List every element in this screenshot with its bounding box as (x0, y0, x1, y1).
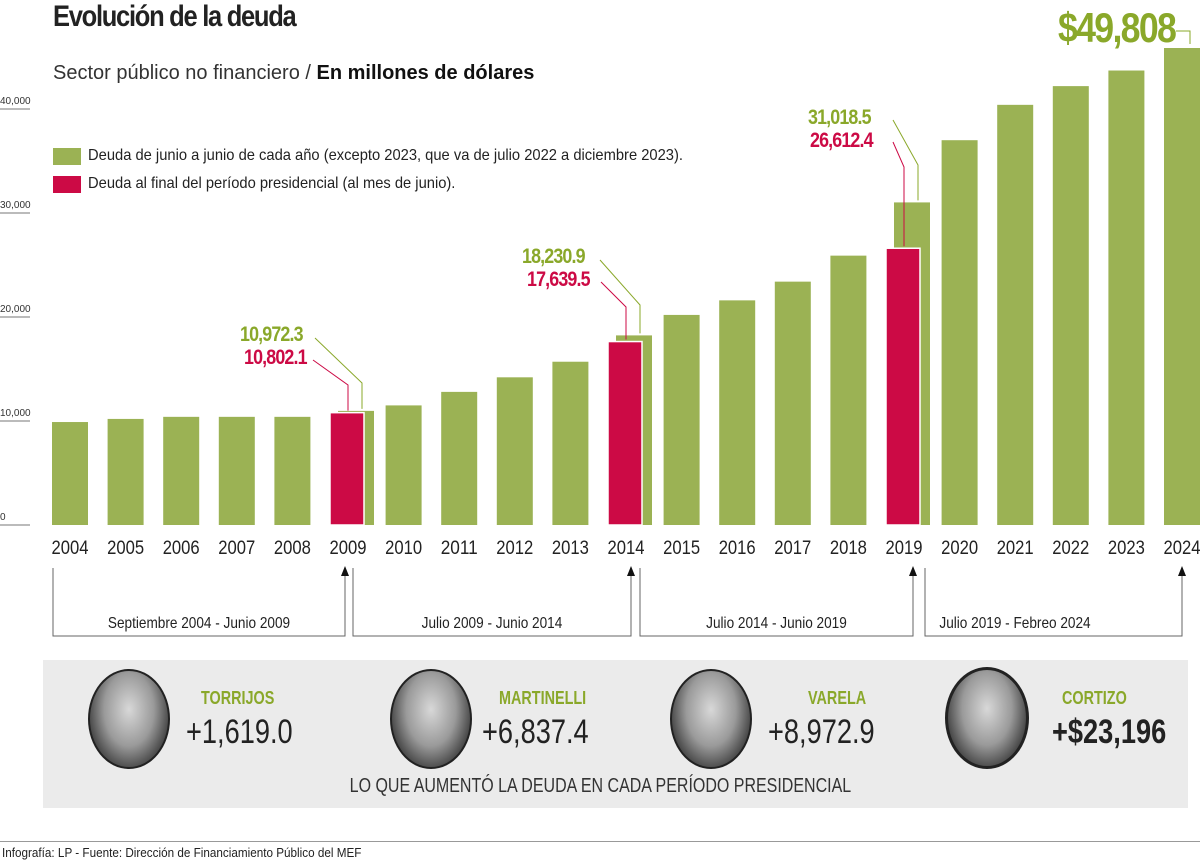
x-tick-label: 2018 (830, 538, 867, 559)
footer-divider (0, 841, 1200, 842)
period-label-cortizo: Julio 2019 - Febreo 2024 (939, 615, 1091, 632)
subtitle-plain: Sector público no financiero / (53, 62, 317, 84)
bar-green-2022 (1052, 86, 1089, 526)
x-tick-label: 2009 (330, 538, 367, 559)
source-footer: Infografía: LP - Fuente: Dirección de Fi… (2, 845, 362, 860)
bar-green-2018 (830, 255, 867, 525)
legend-swatch-red (53, 176, 81, 193)
x-tick-label: 2015 (663, 538, 700, 559)
president-name-martinelli: MARTINELLI (499, 688, 587, 708)
bar-green-2021 (997, 104, 1034, 525)
period-bracket (924, 568, 1183, 637)
callout-leader-green (599, 259, 641, 334)
x-tick-label: 2016 (719, 538, 756, 559)
x-tick-label: 2017 (774, 538, 811, 559)
legend-swatch-green (53, 148, 81, 165)
callout-2014-red: 17,639.5 (527, 268, 591, 291)
legend-label-red: Deuda al final del período presidencial … (88, 175, 456, 192)
x-tick-label: 2004 (52, 538, 89, 559)
president-increase-varela: +8,972.9 (768, 713, 875, 751)
x-tick-label: 2011 (441, 538, 478, 559)
president-increase-torrijos: +1,619.0 (186, 713, 293, 751)
bar-green-2015 (663, 314, 700, 525)
portrait-torrijos (88, 669, 170, 769)
x-tick-label: 2020 (941, 538, 978, 559)
period-label-torrijos: Septiembre 2004 - Junio 2009 (107, 615, 291, 632)
subtitle-bold: En millones de dólares (316, 62, 535, 84)
bar-green-2005 (107, 418, 144, 525)
chart-title: Evolución de la deuda (53, 0, 297, 33)
arrow-up-icon (1178, 566, 1186, 576)
president-name-cortizo: CORTIZO (1062, 688, 1127, 708)
x-tick-label: 2008 (274, 538, 311, 559)
x-tick-label: 2013 (552, 538, 589, 559)
legend-label-green: Deuda de junio a junio de cada año (exce… (88, 147, 683, 164)
arrow-up-icon (909, 566, 917, 576)
president-increase-cortizo: +$23,196 (1052, 713, 1167, 751)
bar-green-2024 (1164, 48, 1200, 525)
y-tick-label: 0 (0, 512, 6, 523)
callout-leader-red (600, 281, 627, 340)
period-label-martinelli: Julio 2009 - Junio 2014 (421, 615, 563, 632)
period-label-varela: Julio 2014 - Junio 2019 (706, 615, 847, 632)
callout-leader-green (892, 119, 919, 201)
portrait-varela (670, 669, 752, 769)
x-tick-label: 2012 (496, 538, 533, 559)
bar-green-2012 (496, 377, 533, 525)
bar-green-2017 (774, 281, 811, 525)
x-tick-label: 2019 (886, 538, 923, 559)
x-tick-label: 2022 (1052, 538, 1089, 559)
bar-green-2010 (385, 405, 422, 525)
callout-leader-red (892, 141, 905, 247)
panel-caption-text: LO QUE AUMENTÓ LA DEUDA EN CADA PERÍODO … (349, 775, 851, 797)
period-bracket (639, 568, 914, 637)
y-tick-label: 10,000 (0, 408, 31, 419)
arrow-up-icon (627, 566, 635, 576)
portrait-cortizo (945, 667, 1029, 769)
y-tick-label: 20,000 (0, 304, 31, 315)
y-tick-label: 40,000 (0, 96, 31, 107)
bar-red-2009 (329, 411, 365, 526)
callout-2019-green: 31,018.5 (808, 106, 872, 129)
chart-subtitle: Sector público no financiero / En millon… (53, 62, 534, 85)
x-tick-label: 2006 (163, 538, 200, 559)
x-tick-label: 2023 (1108, 538, 1145, 559)
x-tick-label: 2021 (997, 538, 1034, 559)
bar-green-2013 (552, 361, 589, 525)
callout-leader-red (312, 359, 349, 411)
callout-2009-red: 10,802.1 (244, 346, 308, 369)
period-bracket (352, 568, 632, 637)
x-tick-label: 2007 (218, 538, 255, 559)
period-bracket (52, 568, 346, 637)
x-tick-label: 2014 (608, 538, 645, 559)
bar-green-2007 (218, 416, 255, 525)
callout-leader-green (314, 337, 363, 409)
president-name-varela: VARELA (808, 688, 867, 708)
bar-green-2020 (941, 140, 978, 525)
x-tick-label: 2005 (107, 538, 144, 559)
president-name-torrijos: TORRIJOS (201, 688, 275, 708)
callout-2024-total: $49,808 (1058, 4, 1177, 51)
callout-leader-2024 (1176, 30, 1191, 44)
bar-green-2006 (163, 416, 200, 525)
portrait-martinelli (390, 669, 472, 769)
bar-green-2011 (441, 391, 478, 525)
arrow-up-icon (341, 566, 349, 576)
bar-red-2019 (885, 247, 921, 526)
bar-green-2023 (1108, 70, 1145, 526)
x-tick-label: 2010 (385, 538, 422, 559)
callout-2014-green: 18,230.9 (522, 245, 586, 268)
callout-2019-red: 26,612.4 (810, 129, 874, 152)
x-tick-label: 2024 (1164, 538, 1200, 559)
bar-red-2014 (607, 340, 643, 526)
president-increase-martinelli: +6,837.4 (482, 713, 589, 751)
bar-green-2016 (719, 300, 756, 525)
bar-green-2004 (52, 422, 88, 525)
y-tick-label: 30,000 (0, 200, 31, 211)
panel-caption: LO QUE AUMENTÓ LA DEUDA EN CADA PERÍODO … (0, 775, 1200, 798)
callout-2009-green: 10,972.3 (240, 323, 304, 346)
bar-green-2008 (274, 416, 311, 525)
